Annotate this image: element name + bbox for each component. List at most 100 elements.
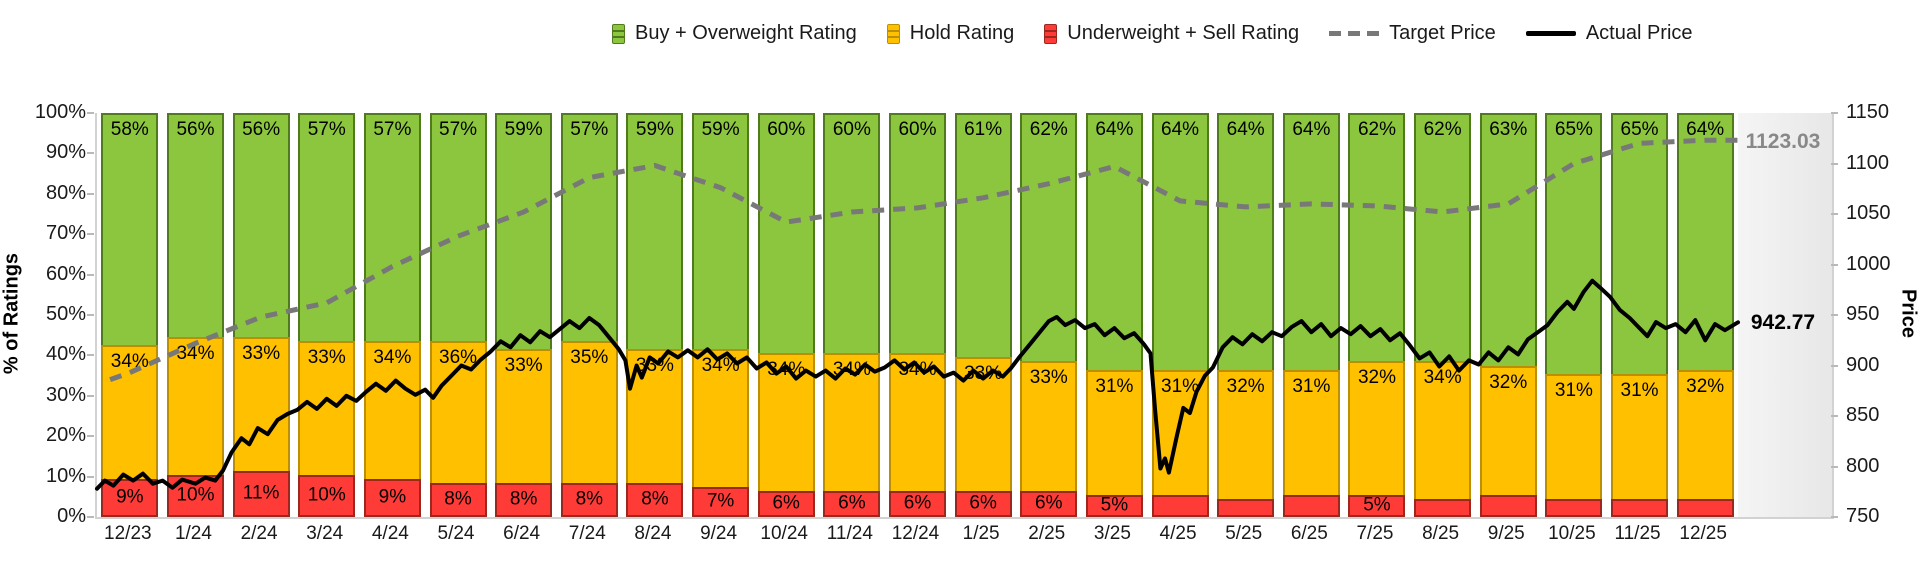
y-axis-tickmark-left — [87, 112, 94, 114]
ratings-bar: 57% 36% 8% — [429, 113, 487, 517]
bar-label-buy: 65% — [1620, 119, 1659, 140]
bar-segment-hold: 31% — [1545, 374, 1603, 501]
x-axis-label: 12/24 — [891, 523, 940, 544]
ratings-bar: 57% 34% 9% — [363, 113, 421, 517]
y-axis-tickmark-right — [1831, 516, 1838, 518]
bar-label-sell: 9% — [116, 486, 144, 508]
bar-segment-buy: 59% — [495, 113, 553, 351]
bar-segment-sell: 8% — [429, 483, 487, 517]
ratings-bar: 65% 31% — [1611, 113, 1669, 517]
bar-segment-hold: 32% — [1676, 370, 1734, 501]
ratings-bar: 56% 34% 10% — [166, 113, 224, 517]
bar-label-buy: 60% — [832, 119, 871, 140]
y-axis-tick-right: 900 — [1846, 353, 1880, 376]
x-axis-label: 11/25 — [1614, 523, 1661, 544]
legend: Buy + Overweight Rating Hold Rating Underw… — [612, 22, 1693, 45]
bar-segment-hold: 35% — [560, 341, 618, 485]
bar-label-hold: 31% — [1161, 376, 1200, 397]
target-price-dash-icon — [1329, 31, 1380, 36]
bar-label-sell: 6% — [903, 492, 932, 514]
ratings-bar: 64% 31% — [1151, 113, 1209, 517]
bar-segment-sell: 9% — [101, 479, 159, 517]
legend-item-2: Underweight + Sell Rating — [1044, 22, 1299, 45]
bar-segment-buy: 57% — [429, 113, 487, 343]
bar-segment-sell: 5% — [1085, 495, 1143, 517]
legend-item-1: Hold Rating — [886, 22, 1014, 45]
bar-label-buy: 65% — [1554, 119, 1593, 140]
x-axis-label: 5/25 — [1225, 523, 1263, 544]
bar-label-buy: 62% — [1357, 119, 1396, 140]
x-axis-label: 7/24 — [568, 523, 606, 544]
bar-segment-buy: 57% — [298, 113, 356, 343]
bar-label-hold: 34% — [176, 343, 215, 364]
ratings-bar: 64% 31% — [1282, 113, 1340, 517]
legend-item-label: Buy + Overweight Rating — [635, 22, 857, 44]
bar-segment-hold: 34% — [823, 353, 881, 493]
bar-segment-hold: 31% — [1151, 370, 1209, 497]
bar-label-hold: 34% — [898, 359, 937, 380]
bar-segment-buy: 60% — [823, 113, 881, 355]
y-axis-tickmark-left — [87, 516, 94, 518]
ratings-bar: 64% 32% — [1217, 113, 1275, 517]
ratings-bar: 62% 32% 5% — [1348, 113, 1406, 517]
ratings-bar: 59% 33% 8% — [626, 113, 684, 517]
y-axis-tick-left: 10% — [45, 464, 86, 487]
bar-label-sell: 6% — [969, 492, 997, 514]
y-axis-tickmark-left — [87, 273, 94, 276]
y-axis-tickmark-left — [87, 394, 94, 397]
y-axis-tickmark-left — [87, 192, 94, 195]
bar-label-sell: 8% — [509, 488, 538, 510]
y-axis-tickmark-right — [1831, 314, 1838, 316]
x-axis-label: 7/25 — [1356, 523, 1394, 544]
bar-label-buy: 63% — [1489, 119, 1528, 140]
bar-label-sell: 9% — [378, 486, 407, 508]
bar-label-sell: 6% — [838, 492, 866, 514]
bar-segment-sell: 6% — [1020, 491, 1078, 517]
bar-label-sell: 10% — [307, 484, 346, 506]
y-axis-tick-right: 1100 — [1846, 151, 1890, 174]
bar-label-sell: 11% — [242, 482, 280, 504]
bar-label-buy: 64% — [1686, 119, 1725, 140]
x-axis-label: 12/25 — [1679, 523, 1727, 544]
bar-segment-hold: 33% — [1020, 361, 1078, 493]
bar-label-sell: 8% — [641, 488, 669, 510]
bar-label-buy: 59% — [635, 119, 674, 140]
x-axis-label: 4/24 — [371, 523, 409, 544]
bar-label-sell: 10% — [176, 484, 215, 506]
bar-label-hold: 33% — [307, 347, 346, 368]
y-axis-tickmark-right — [1831, 465, 1838, 468]
bar-segment-buy: 63% — [1479, 113, 1537, 368]
bar-segment-hold: 36% — [429, 341, 487, 485]
bar-label-buy: 64% — [1226, 119, 1265, 140]
bar-label-buy: 57% — [570, 119, 609, 140]
bar-segment-hold: 31% — [1282, 370, 1340, 497]
ratings-bar: 60% 34% 6% — [889, 113, 946, 517]
x-axis-label: 6/25 — [1290, 523, 1328, 544]
y-axis-tick-left: 90% — [45, 141, 86, 164]
bar-segment-sell: 8% — [560, 483, 618, 517]
legend-item-label: Target Price — [1389, 22, 1496, 44]
ratings-bar: 65% 31% — [1545, 113, 1603, 517]
ratings-bar: 64% 31% 5% — [1085, 113, 1143, 517]
y-axis-tickmark-left — [87, 152, 94, 155]
bar-label-hold: 31% — [1095, 376, 1134, 397]
bar-segment-hold: 33% — [626, 349, 684, 485]
actual-price-end-label: 942.77 — [1750, 311, 1816, 334]
bar-label-hold: 34% — [373, 347, 412, 368]
bar-segment-buy: 64% — [1676, 113, 1734, 372]
y-axis-tickmark-right — [1831, 364, 1838, 367]
bar-segment-buy: 58% — [101, 113, 159, 347]
bar-segment-hold: 34% — [101, 345, 159, 481]
y-axis-tickmark-left — [87, 435, 94, 438]
bar-segment-hold: 33% — [298, 341, 356, 477]
bar-segment-buy: 62% — [1348, 113, 1406, 363]
x-axis-label: 9/25 — [1487, 523, 1525, 544]
y-axis-tick-left: 100% — [34, 101, 86, 123]
bar-segment-buy: 64% — [1217, 113, 1275, 372]
bar-segment-sell: 10% — [298, 475, 356, 517]
bar-label-hold: 32% — [1226, 376, 1265, 397]
bar-label-buy: 59% — [504, 119, 543, 140]
bar-segment-buy: 59% — [692, 113, 750, 351]
x-axis-label: 3/24 — [306, 523, 344, 544]
y-axis-tick-left: 20% — [45, 424, 86, 447]
